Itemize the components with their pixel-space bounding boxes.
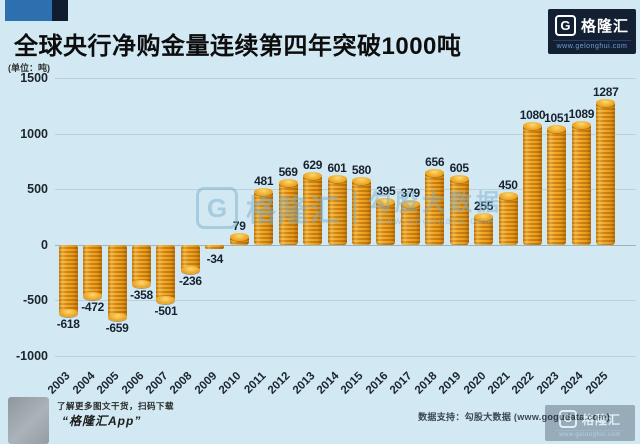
value-label: 1089 — [568, 106, 595, 121]
bar-2013 — [303, 174, 323, 245]
coin-stack-cap — [474, 213, 494, 222]
gelonghui-logo-icon: G — [554, 15, 576, 36]
coin-stack-cap — [327, 174, 347, 183]
chart-title: 全球央行净购金量连续第四年突破1000吨 — [14, 33, 462, 60]
coin-stack-cap — [449, 174, 469, 183]
coin-stack-cap — [180, 266, 200, 275]
y-tick-label: 1000 — [20, 126, 48, 141]
bar-2025 — [596, 101, 616, 245]
value-label: 605 — [449, 160, 469, 175]
bar-2007 — [156, 244, 176, 301]
value-label: -358 — [130, 287, 153, 302]
coin-stack-cap — [278, 178, 298, 187]
value-label: 1287 — [593, 84, 619, 99]
coin-stack-cap — [58, 308, 78, 317]
coin-stack-cap — [254, 188, 274, 197]
deco-rect-navy — [52, 0, 68, 21]
bar-2009 — [205, 244, 225, 249]
coin-stack-cap — [596, 98, 616, 107]
y-tick-label: 500 — [27, 182, 48, 197]
coin-stack-cap — [229, 233, 249, 241]
coin-stack-cap — [351, 177, 371, 186]
qr-code-placeholder — [8, 397, 49, 444]
value-label: 580 — [351, 163, 371, 178]
value-label: -34 — [206, 251, 224, 266]
value-label: -236 — [178, 274, 202, 289]
footer-download-hint: 了解更多图文干货，扫码下载 — [57, 401, 175, 411]
gridline — [55, 78, 636, 79]
brand-logo-row: G 格隆汇 — [554, 15, 629, 36]
value-label: 656 — [425, 154, 445, 169]
y-tick-label: -1000 — [16, 349, 48, 363]
value-label: 601 — [327, 160, 347, 175]
value-label: -659 — [105, 321, 129, 336]
coin-stack-cap — [498, 191, 518, 200]
bar-2012 — [278, 181, 298, 245]
bar-2016 — [376, 200, 396, 245]
gridline — [55, 356, 636, 357]
coin-stack-cap — [376, 197, 396, 206]
value-label: 1051 — [544, 110, 570, 125]
coin-stack-cap — [83, 292, 103, 301]
bar-2018 — [425, 171, 445, 245]
bar-2017 — [400, 202, 420, 245]
bar-2020 — [474, 216, 494, 245]
y-tick-label: -500 — [22, 293, 48, 308]
footer-app-name: “格隆汇App” — [62, 414, 142, 428]
bar-2015 — [351, 180, 371, 245]
value-label: 450 — [498, 177, 518, 192]
footer-data-source: 数据支持：勾股大数据 (www.gogudata.com) — [418, 412, 610, 422]
value-label: 569 — [278, 164, 298, 179]
coin-stack-cap — [132, 279, 152, 288]
gridline — [55, 300, 636, 302]
bar-2006 — [132, 244, 152, 285]
coin-stack-cap — [156, 295, 176, 304]
value-label: -501 — [154, 303, 178, 318]
coin-stack-cap — [425, 168, 445, 177]
bar-2008 — [180, 244, 200, 272]
bar-2004 — [83, 244, 103, 298]
bar-2022 — [522, 124, 542, 245]
gridline — [55, 133, 636, 135]
bar-2014 — [327, 177, 347, 245]
coin-stack-cap — [547, 124, 567, 133]
coin-stack-cap — [303, 171, 323, 180]
value-label: -472 — [81, 300, 105, 315]
bar-2021 — [498, 194, 518, 245]
value-label: 629 — [303, 157, 323, 172]
coin-stack-cap — [107, 313, 127, 322]
deco-rect-blue — [5, 0, 52, 21]
coin-stack-cap — [522, 121, 542, 130]
bar-2005 — [107, 244, 127, 319]
brand-url: www.gelonghui.com — [553, 40, 631, 50]
y-tick-label: 0 — [41, 237, 48, 252]
coin-stack-cap — [571, 120, 591, 129]
bar-2003 — [58, 244, 78, 314]
value-label: -618 — [56, 316, 80, 331]
value-label: 395 — [376, 183, 396, 198]
value-label: 481 — [254, 174, 274, 189]
value-label: 379 — [400, 185, 420, 200]
unit-label: (单位：吨) — [8, 63, 50, 73]
coin-stack-cap — [400, 199, 420, 208]
value-label: 255 — [474, 199, 494, 214]
bar-2024 — [571, 123, 591, 245]
gridline — [55, 244, 636, 246]
brand-name: 格隆汇 — [580, 18, 629, 35]
value-label: 1080 — [519, 107, 546, 122]
bar-2011 — [254, 191, 274, 245]
bar-2023 — [547, 127, 567, 245]
bar-2019 — [449, 177, 469, 245]
brand-logo: G 格隆汇 www.gelonghui.com — [548, 9, 636, 54]
y-tick-label: 1500 — [20, 71, 48, 85]
